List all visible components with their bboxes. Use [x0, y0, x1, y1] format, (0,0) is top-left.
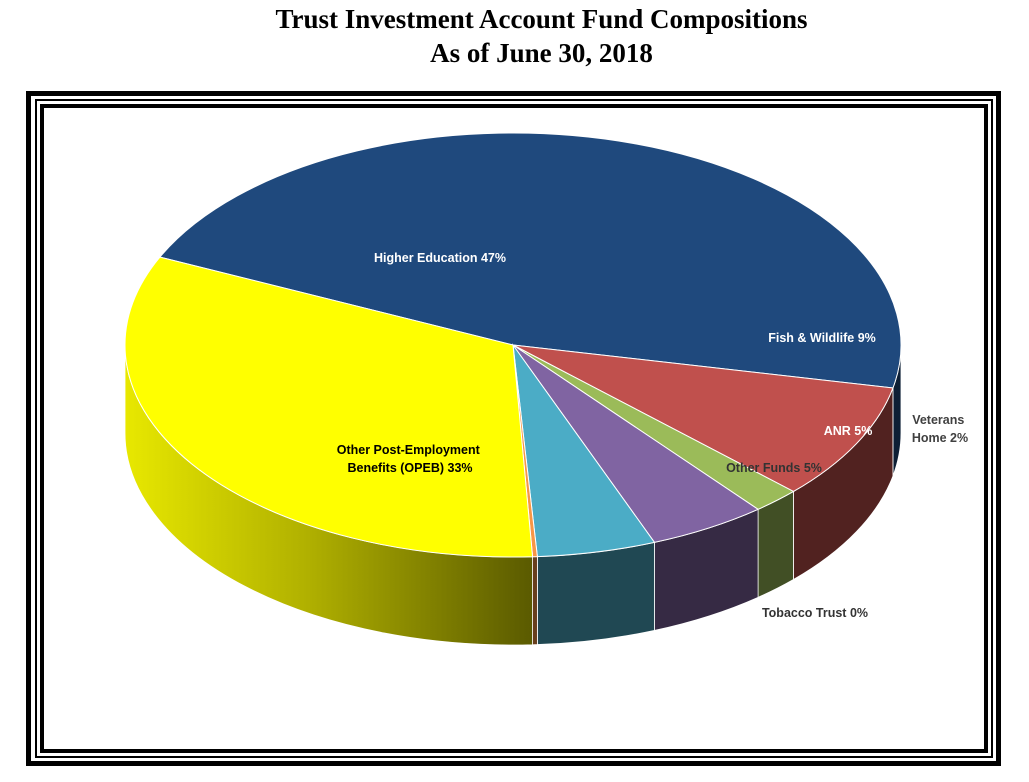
- pie-labels: Higher Education 47% Fish & Wildlife 9% …: [337, 251, 968, 620]
- pie-sides: [124, 344, 902, 646]
- pie-side-other-funds-5: [536, 541, 655, 645]
- chart-frame-rule: [35, 99, 993, 758]
- chart-plot-border: [40, 104, 988, 753]
- label-higher-education: Higher Education 47%: [374, 251, 506, 265]
- label-other-funds: Other Funds 5%: [726, 461, 822, 475]
- chart-title-block: Trust Investment Account Fund Compositio…: [0, 2, 1029, 70]
- pie-tops: [124, 132, 902, 558]
- chart-subtitle: As of June 30, 2018: [430, 38, 653, 68]
- label-opeb: Other Post-Employment Benefits (OPEB) 33…: [337, 443, 484, 475]
- label-veterans-home: Veterans Home 2%: [912, 413, 968, 445]
- label-anr: ANR 5%: [824, 424, 873, 438]
- pie-slice-other-post-employment-benefits-opeb-33: [124, 256, 534, 558]
- label-fish-wildlife: Fish & Wildlife 9%: [768, 331, 876, 345]
- pie-side-tobacco-trust-0: [532, 556, 538, 646]
- pie-slice-higher-education-47: [159, 132, 902, 389]
- chart-title: Trust Investment Account Fund Compositio…: [275, 4, 808, 34]
- label-tobacco-trust: Tobacco Trust 0%: [762, 606, 868, 620]
- pie-slice-fish-wildlife-9: [512, 344, 894, 493]
